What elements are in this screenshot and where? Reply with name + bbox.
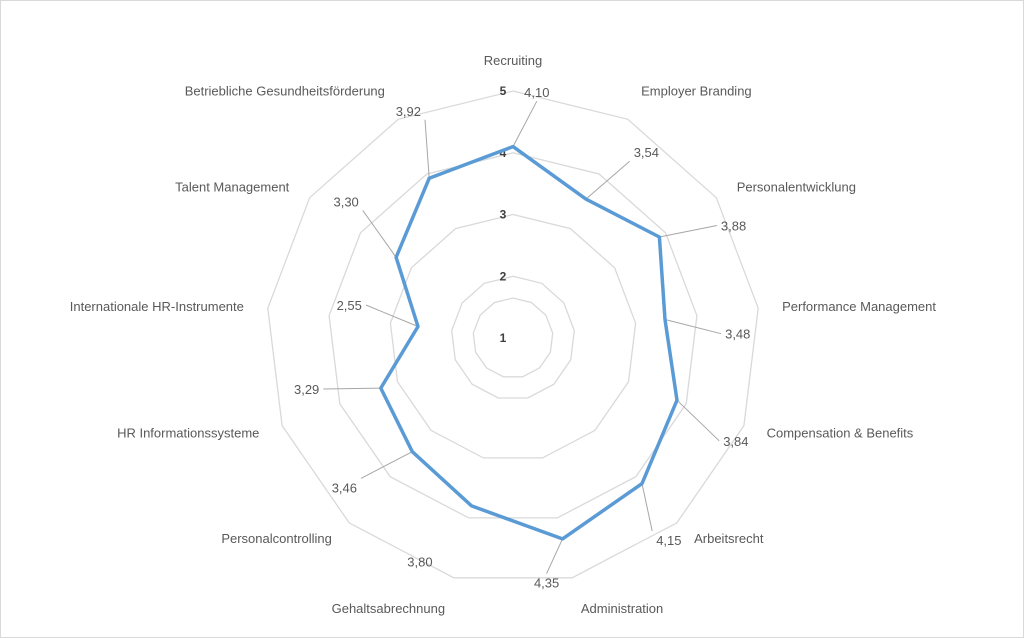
category-label: HR Informationssysteme (117, 426, 259, 441)
leader-line (659, 225, 717, 238)
leader-line (365, 304, 419, 327)
leader-lines (323, 100, 722, 574)
data-label: 4,15 (656, 533, 681, 548)
category-label: Internationale HR-Instrumente (70, 299, 244, 314)
leader-line (360, 451, 413, 479)
category-label: Employer Branding (641, 84, 752, 99)
axis-tick-labels: 1 2 3 4 5 (500, 84, 507, 345)
category-labels: Recruiting Employer Branding Personalentwi… (70, 53, 937, 616)
leader-line (512, 100, 538, 147)
data-label: 3,54 (634, 145, 659, 160)
grid-ring (389, 213, 637, 459)
leader-line (323, 387, 381, 390)
category-label: Personalentwicklung (737, 179, 856, 194)
value-labels: 4,10 3,54 3,88 3,48 3,84 4,15 4,35 3,80 3,46 3,29… (294, 85, 750, 590)
category-label: Betriebliche Gesundheitsförderung (185, 84, 385, 99)
grid-ring (267, 90, 759, 579)
data-label: 3,88 (721, 219, 746, 234)
axis-tick-label: 4 (500, 146, 507, 160)
category-label: Compensation & Benefits (767, 426, 914, 441)
axis-tick-label: 1 (500, 331, 507, 345)
data-label: 3,46 (332, 480, 357, 495)
leader-line (676, 399, 720, 442)
category-label: Administration (581, 601, 663, 616)
leader-line (546, 538, 563, 574)
data-label: 3,29 (294, 382, 319, 397)
grid-ring (328, 152, 698, 519)
data-label: 4,10 (524, 85, 549, 100)
leader-line (585, 160, 631, 200)
grid-ring (451, 275, 575, 399)
leader-line (664, 319, 722, 335)
category-label: Talent Management (175, 179, 290, 194)
data-label: 3,48 (725, 327, 750, 342)
leader-line (424, 119, 430, 179)
series-layer (379, 144, 679, 541)
data-label: 3,80 (407, 555, 432, 570)
data-label: 3,30 (333, 194, 358, 209)
data-label: 3,84 (723, 434, 748, 449)
grid-ring (472, 297, 554, 378)
category-label: Arbeitsrecht (694, 531, 764, 546)
leader-line (641, 483, 653, 532)
leader-line (362, 210, 397, 258)
axis-tick-label: 3 (500, 208, 507, 222)
series-line (379, 144, 679, 541)
data-label: 3,92 (396, 104, 421, 119)
category-label: Personalcontrolling (221, 531, 332, 546)
axis-tick-label: 2 (500, 269, 507, 283)
data-label: 2,55 (337, 298, 362, 313)
category-label: Performance Management (782, 299, 936, 314)
category-label: Recruiting (484, 53, 543, 68)
category-label: Gehaltsabrechnung (332, 601, 445, 616)
data-label: 4,35 (534, 576, 559, 591)
axis-tick-label: 5 (500, 84, 507, 98)
grid-layer (267, 90, 759, 579)
